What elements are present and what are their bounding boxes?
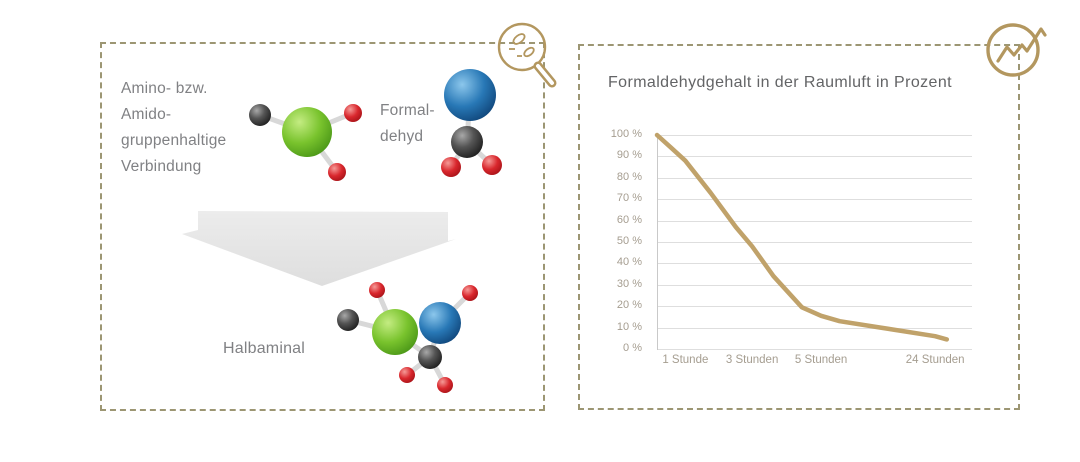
reactant-label-line: Verbindung: [121, 158, 202, 175]
gridline: [657, 349, 972, 350]
y-tick-label: 30 %: [616, 277, 642, 290]
gridline: [657, 220, 972, 222]
reactant-label: Amino- bzw. Amido- gruppenhaltige Verbin…: [121, 76, 226, 180]
formaldehyde-label: Formal- dehyd: [380, 98, 435, 150]
formaldehyde-atoms: [441, 69, 502, 177]
formaldehyde-label-line: Formal-: [380, 102, 435, 119]
y-tick-label: 100 %: [610, 128, 642, 140]
y-tick-label: 50 %: [616, 235, 642, 247]
x-tick-label: 5 Stunden: [794, 354, 848, 366]
gridline: [657, 327, 972, 329]
formaldehyde-label-line: dehyd: [380, 128, 424, 145]
gridline: [657, 199, 972, 201]
reaction-arrow-down: [182, 211, 456, 286]
y-tick-label: 10 %: [616, 320, 642, 333]
y-tick-label: 80 %: [616, 170, 642, 183]
gridline: [657, 263, 972, 265]
reaction-diagram-panel: Amino- bzw. Amido- gruppenhaltige Verbin…: [100, 42, 545, 411]
y-tick-label: 90 %: [616, 149, 642, 162]
gridline: [657, 177, 972, 179]
gridline: [657, 306, 972, 308]
reactant-label-line: Amino- bzw.: [121, 80, 208, 97]
y-tick-label: 70 %: [616, 192, 642, 205]
x-tick-label: 3 Stunden: [725, 354, 779, 366]
gridline: [657, 156, 972, 158]
gridline: [657, 242, 972, 243]
x-tick-label: 1 Stunde: [662, 354, 709, 366]
chart-panel: Formaldehydgehalt in der Raumluft in Pro…: [578, 44, 1020, 410]
chart-line: [654, 132, 950, 342]
reactant-label-line: gruppenhaltige: [121, 132, 227, 149]
halbaminal-atoms: [337, 282, 478, 393]
chart-title: Formaldehydgehalt in der Raumluft in Pro…: [608, 74, 952, 91]
y-tick-label: 20 %: [616, 299, 642, 312]
reactant-label-line: Amido-: [121, 106, 172, 123]
product-label: Halbaminal: [223, 340, 306, 357]
x-tick-label: 24 Stunden: [905, 354, 965, 366]
y-tick-label: 60 %: [616, 213, 642, 226]
y-tick-label: 0 %: [623, 342, 642, 354]
formaldehyde-decay-line: [654, 132, 950, 342]
molecules-magnifier-icon: [497, 22, 557, 88]
reaction-graphics: [182, 69, 502, 393]
amino-compound-atoms: [249, 104, 362, 181]
gridline: [657, 135, 972, 136]
magnifier-molecule-glyphs: [509, 33, 535, 58]
gridline: [657, 284, 972, 286]
y-tick-label: 40 %: [616, 256, 642, 269]
chart-y-axis: [657, 135, 658, 350]
trend-line-circle-icon: [986, 23, 1047, 77]
